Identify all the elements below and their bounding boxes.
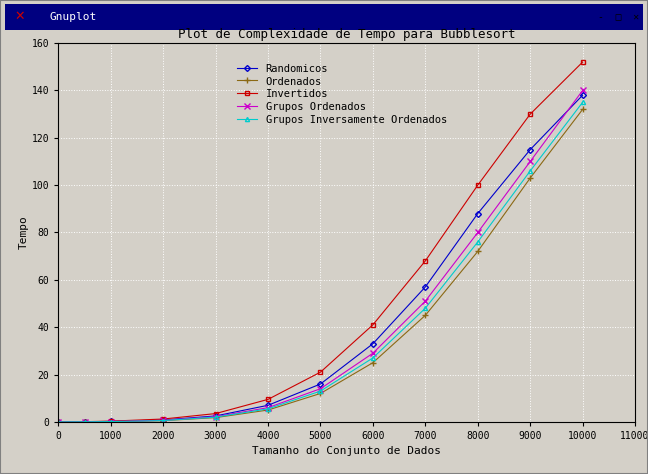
Grupos Inversamente Ordenados: [317, 388, 325, 394]
Y-axis label: Tempo: Tempo: [19, 216, 29, 249]
Grupos Ordenados: [317, 386, 325, 392]
Grupos Inversamente Ordenados: [212, 414, 220, 420]
Text: -  □  ✕: - □ ✕: [598, 12, 640, 22]
Ordenados: [212, 415, 220, 420]
Grupos Inversamente Ordenados: [107, 419, 115, 424]
Ordenados: [526, 175, 534, 181]
Randomicos: [80, 419, 88, 425]
Randomicos: [159, 417, 167, 423]
Grupos Ordenados: [107, 419, 115, 424]
Grupos Inversamente Ordenados: [264, 406, 272, 412]
Randomicos: [212, 413, 220, 419]
Grupos Inversamente Ordenados: [579, 100, 586, 105]
Invertidos: [159, 416, 167, 422]
Randomicos: [421, 284, 429, 290]
Randomicos: [264, 402, 272, 408]
Randomicos: [54, 419, 62, 425]
Grupos Ordenados: [579, 88, 586, 93]
Grupos Ordenados: [421, 298, 429, 304]
Grupos Ordenados: [369, 350, 376, 356]
Invertidos: [421, 258, 429, 264]
Invertidos: [80, 419, 88, 425]
Legend: Randomicos, Ordenados, Invertidos, Grupos Ordenados, Grupos Inversamente Ordenad: Randomicos, Ordenados, Invertidos, Grupo…: [237, 64, 447, 125]
Grupos Ordenados: [264, 405, 272, 410]
Randomicos: [474, 211, 481, 217]
Randomicos: [526, 147, 534, 153]
Invertidos: [212, 411, 220, 417]
Ordenados: [579, 107, 586, 112]
Line: Randomicos: Randomicos: [56, 93, 584, 424]
Randomicos: [369, 341, 376, 346]
Grupos Ordenados: [54, 419, 62, 425]
Grupos Ordenados: [159, 418, 167, 423]
Grupos Inversamente Ordenados: [421, 305, 429, 311]
Grupos Ordenados: [474, 229, 481, 235]
Grupos Inversamente Ordenados: [80, 419, 88, 425]
Ordenados: [54, 419, 62, 425]
Ordenados: [421, 312, 429, 318]
X-axis label: Tamanho do Conjunto de Dados: Tamanho do Conjunto de Dados: [252, 447, 441, 456]
Randomicos: [317, 381, 325, 387]
Randomicos: [107, 419, 115, 424]
Grupos Ordenados: [526, 159, 534, 164]
Invertidos: [579, 59, 586, 65]
Grupos Ordenados: [80, 419, 88, 425]
Invertidos: [107, 419, 115, 424]
Invertidos: [54, 419, 62, 425]
Line: Grupos Ordenados: Grupos Ordenados: [55, 87, 586, 425]
Ordenados: [369, 360, 376, 365]
Grupos Ordenados: [212, 414, 220, 419]
Line: Ordenados: Ordenados: [55, 106, 586, 425]
Invertidos: [474, 182, 481, 188]
Text: ✕: ✕: [15, 10, 25, 23]
Line: Invertidos: Invertidos: [56, 60, 584, 424]
Grupos Inversamente Ordenados: [369, 355, 376, 361]
Invertidos: [526, 111, 534, 117]
Ordenados: [107, 419, 115, 425]
Ordenados: [159, 418, 167, 424]
Text: Gnuplot: Gnuplot: [50, 12, 97, 22]
Grupos Inversamente Ordenados: [474, 239, 481, 245]
Ordenados: [80, 419, 88, 425]
Invertidos: [369, 322, 376, 328]
Ordenados: [474, 248, 481, 254]
Grupos Inversamente Ordenados: [526, 168, 534, 174]
Invertidos: [317, 369, 325, 375]
Grupos Inversamente Ordenados: [54, 419, 62, 425]
Grupos Inversamente Ordenados: [159, 418, 167, 423]
Line: Grupos Inversamente Ordenados: Grupos Inversamente Ordenados: [56, 100, 584, 424]
Randomicos: [579, 92, 586, 98]
Invertidos: [264, 397, 272, 402]
Ordenados: [264, 407, 272, 413]
Ordenados: [317, 391, 325, 396]
Title: Plot de Complexidade de Tempo para Bubblesort: Plot de Complexidade de Tempo para Bubbl…: [178, 27, 515, 41]
